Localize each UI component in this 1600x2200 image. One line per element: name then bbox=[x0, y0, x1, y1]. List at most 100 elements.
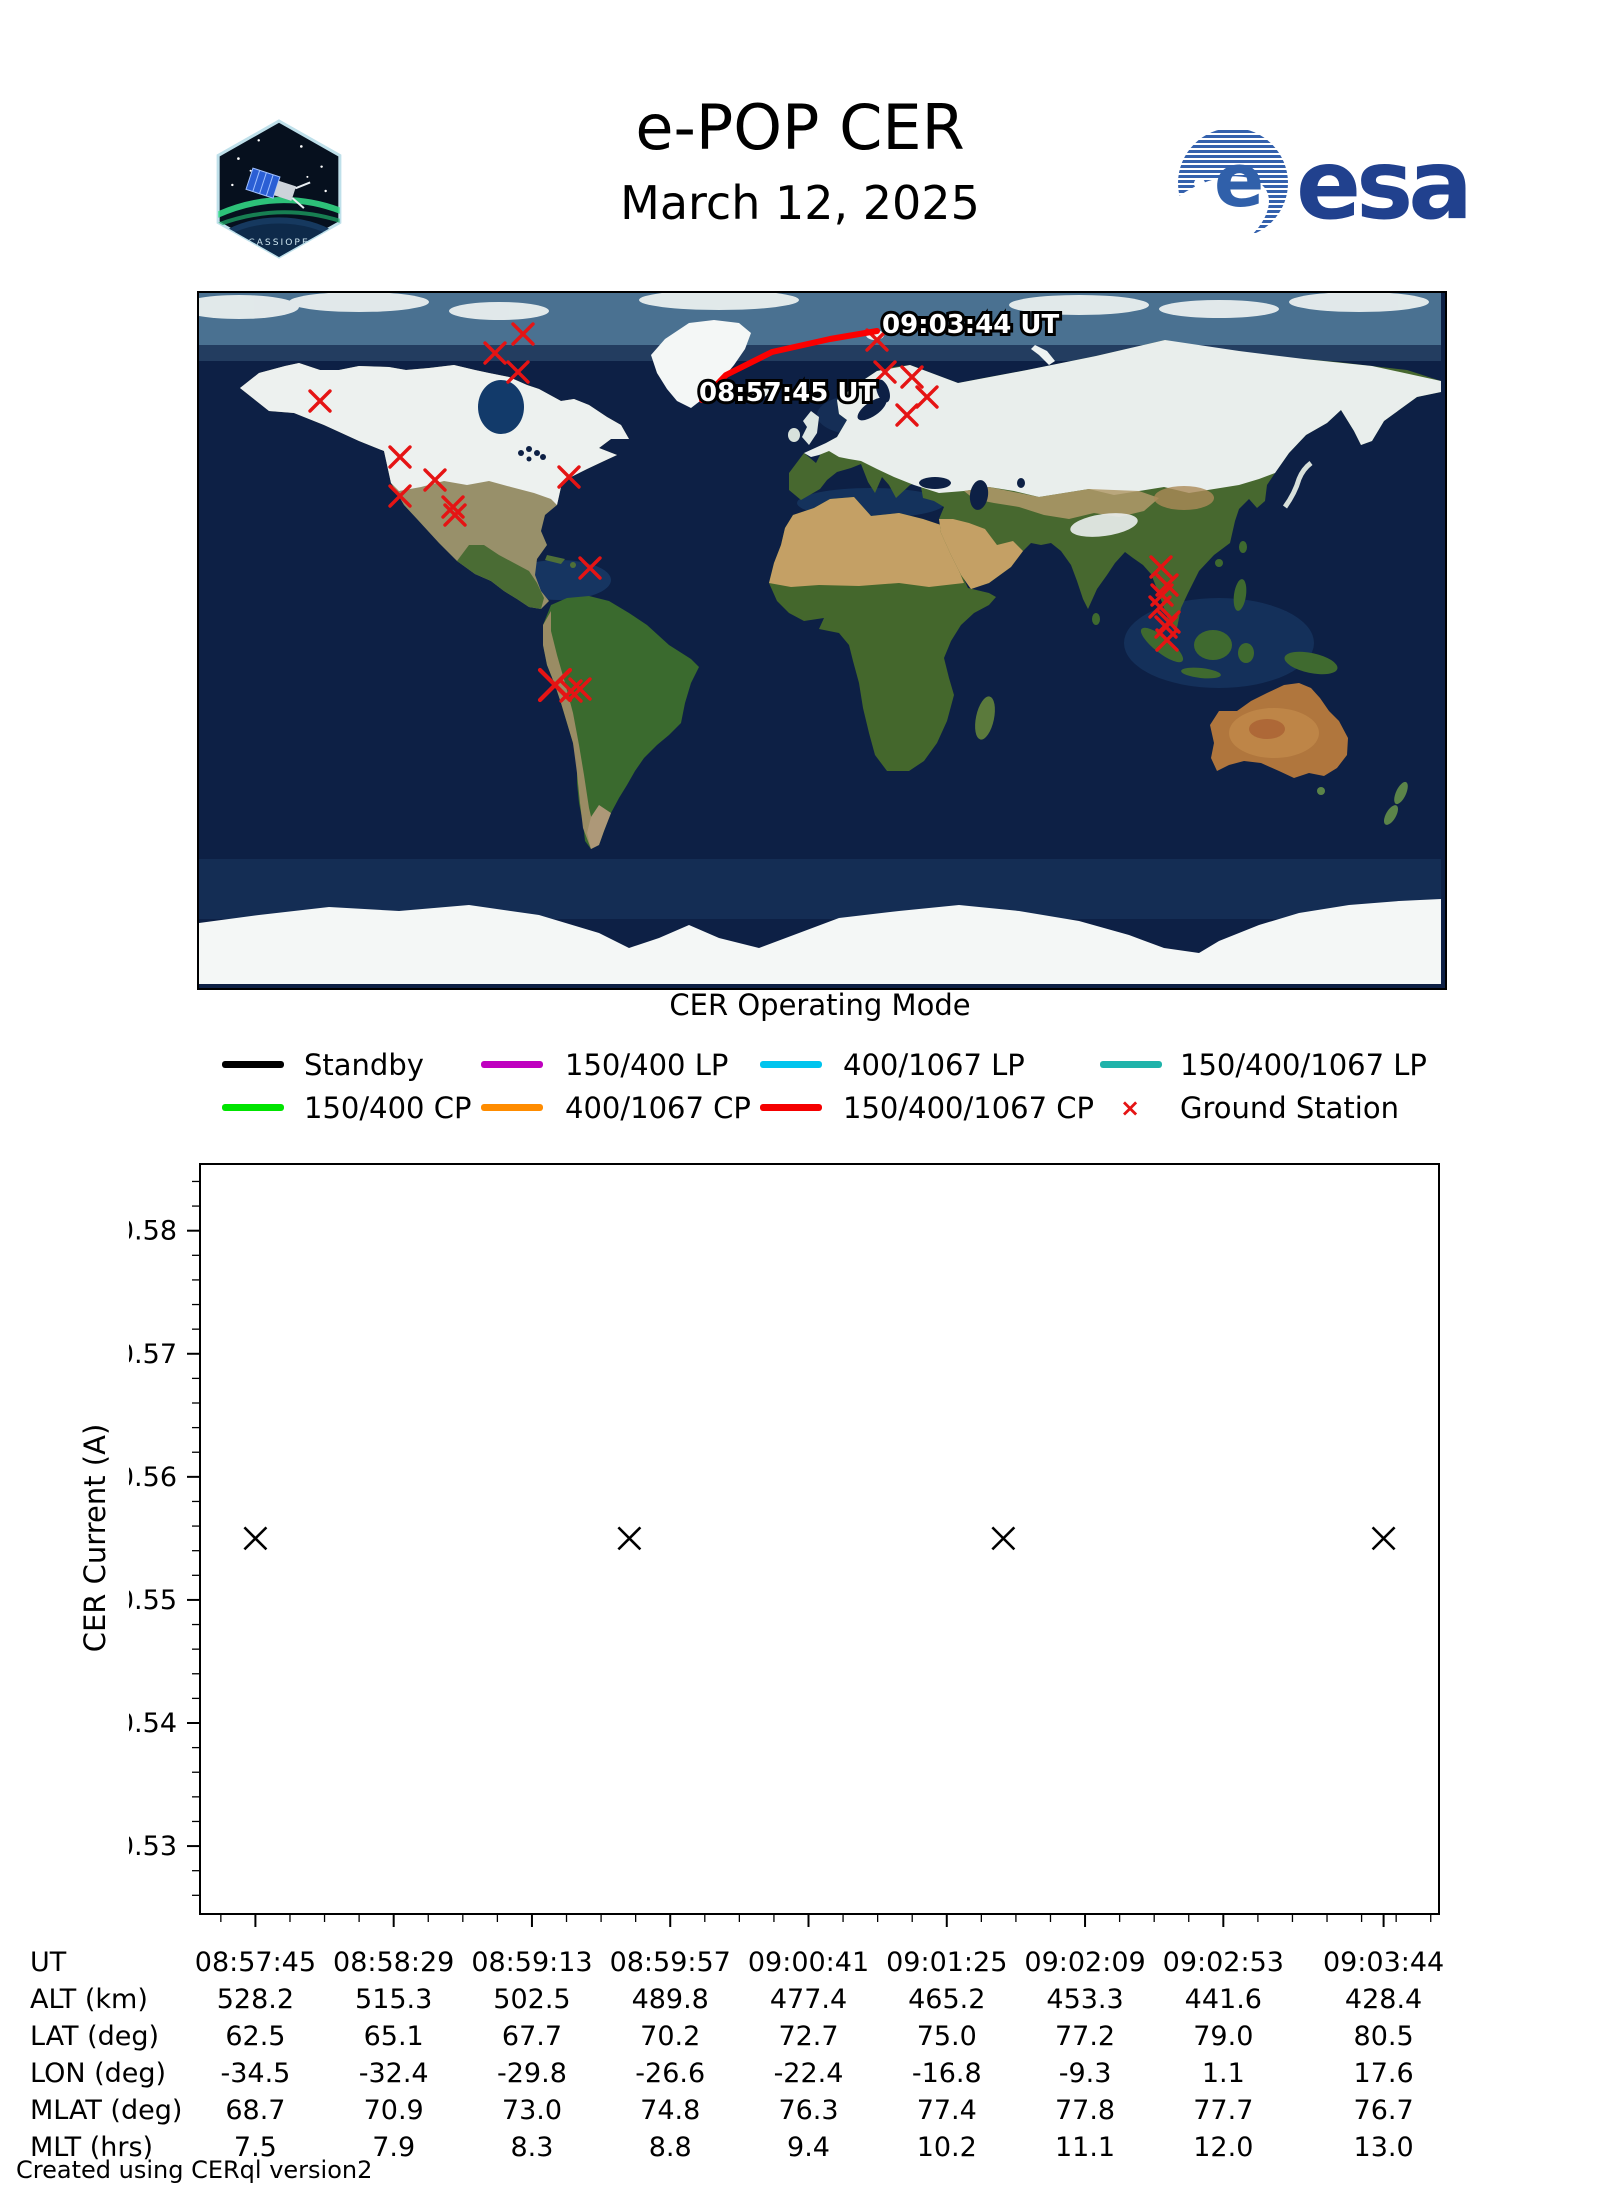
y-tick-label: 0.53 bbox=[129, 1831, 177, 1862]
table-cell: 62.5 bbox=[225, 2021, 286, 2052]
chart-data-point bbox=[991, 1526, 1016, 1551]
greenland bbox=[651, 320, 751, 408]
table-cell: 465.2 bbox=[908, 1984, 986, 2015]
table-cell: 70.2 bbox=[640, 2021, 701, 2052]
ground-station-marker bbox=[511, 322, 535, 346]
ground-stations-layer bbox=[308, 322, 1181, 703]
table-cell: 17.6 bbox=[1353, 2058, 1414, 2089]
table-cell: 72.7 bbox=[778, 2021, 839, 2052]
ground-station-marker bbox=[506, 360, 530, 384]
table-cell: 441.6 bbox=[1184, 1984, 1262, 2015]
ground-station-marker bbox=[557, 465, 581, 489]
legend-line-swatch bbox=[481, 1061, 543, 1068]
cassiope-mission-patch: CASSIOPE bbox=[208, 118, 350, 260]
table-row-label: ALT (km) bbox=[30, 1984, 148, 2015]
ground-station-marker bbox=[1148, 595, 1172, 619]
table-cell: 73.0 bbox=[501, 2095, 563, 2126]
chart-data-point bbox=[617, 1526, 642, 1551]
esa-wordmark: esa bbox=[1296, 129, 1473, 241]
table-cell: -9.3 bbox=[1058, 2058, 1112, 2089]
table-cell: 12.0 bbox=[1193, 2132, 1254, 2163]
ground-station-marker bbox=[443, 503, 467, 527]
table-cell: 77.7 bbox=[1193, 2095, 1254, 2126]
table-cell: 74.8 bbox=[640, 2095, 701, 2126]
legend-line-swatch bbox=[222, 1061, 284, 1068]
legend-item-label: Standby bbox=[304, 1048, 424, 1082]
table-row-label: LON (deg) bbox=[30, 2058, 167, 2089]
table-cell: 75.0 bbox=[916, 2021, 977, 2052]
header-titles: e-POP CER March 12, 2025 bbox=[0, 91, 1600, 230]
table-cell: 477.4 bbox=[769, 1984, 848, 2015]
track-start-time-label: 08:57:45 UT bbox=[699, 378, 877, 408]
esa-emblem-icon: e bbox=[1134, 128, 1288, 285]
legend-item-label: 150/400/1067 CP bbox=[843, 1091, 1095, 1125]
ground-station-marker bbox=[388, 445, 412, 469]
table-cell: 76.3 bbox=[778, 2095, 839, 2126]
table-cell: 489.8 bbox=[631, 1984, 709, 2015]
antarctica bbox=[199, 899, 1441, 984]
ground-station-marker bbox=[895, 403, 919, 427]
ground-station-marker bbox=[423, 468, 447, 492]
track-end-time-label: 09:03:44 UT bbox=[882, 310, 1060, 340]
table-cell: -16.8 bbox=[911, 2058, 982, 2089]
table-cell: 09:03:44 bbox=[1322, 1947, 1445, 1978]
table-cell: 13.0 bbox=[1353, 2132, 1414, 2163]
table-cell: 65.1 bbox=[363, 2021, 424, 2052]
legend-item-label: 150/400/1067 LP bbox=[1180, 1048, 1427, 1082]
table-cell: 77.8 bbox=[1054, 2095, 1116, 2126]
y-tick-label: 0.58 bbox=[129, 1216, 177, 1247]
table-cell: 79.0 bbox=[1193, 2021, 1254, 2052]
legend-item-label: 400/1067 LP bbox=[843, 1048, 1025, 1082]
legend-line-swatch bbox=[222, 1104, 284, 1111]
ground-station-marker bbox=[900, 365, 924, 389]
cassiope-patch-icon: CASSIOPE bbox=[216, 119, 342, 259]
table-cell: -34.5 bbox=[220, 2058, 291, 2089]
table-row-label: LAT (deg) bbox=[30, 2021, 160, 2052]
table-cell: 502.5 bbox=[493, 1984, 571, 2015]
ground-station-marker bbox=[483, 341, 507, 365]
page-title: e-POP CER bbox=[635, 91, 965, 164]
table-cell: 428.4 bbox=[1344, 1984, 1423, 2015]
table-row-label: UT bbox=[30, 1947, 67, 1978]
table-cell: -32.4 bbox=[358, 2058, 429, 2089]
y-tick-label: 0.56 bbox=[129, 1462, 177, 1493]
world-map: 09:03:44 UT 08:57:45 UT bbox=[197, 291, 1447, 990]
table-cell: 08:58:29 bbox=[333, 1947, 455, 1978]
legend-ground-station-icon: × bbox=[1120, 1094, 1141, 1122]
esa-logo: e esa bbox=[1134, 128, 1473, 285]
table-cell: 08:59:13 bbox=[471, 1947, 593, 1978]
satellite-icon bbox=[245, 167, 311, 209]
chart-canvas: 0.53 0.54 0.55 0.56 0.57 0.58 bbox=[129, 1163, 1440, 1927]
table-row-label: MLAT (deg) bbox=[30, 2095, 183, 2126]
cer-current-chart: 0.53 0.54 0.55 0.56 0.57 0.58 bbox=[129, 1163, 1440, 1927]
table-cell: 77.4 bbox=[916, 2095, 977, 2126]
ground-station-marker bbox=[873, 360, 897, 384]
legend-title: CER Operating Mode bbox=[669, 988, 971, 1022]
legend-line-swatch bbox=[760, 1104, 822, 1111]
legend-item-label: 400/1067 CP bbox=[565, 1091, 751, 1125]
table-cell: 09:02:09 bbox=[1024, 1947, 1146, 1978]
y-tick-label: 0.57 bbox=[129, 1339, 177, 1370]
table-row-label: MLT (hrs) bbox=[30, 2132, 154, 2163]
world-map-canvas: 09:03:44 UT 08:57:45 UT bbox=[199, 293, 1441, 984]
ground-station-marker bbox=[578, 556, 602, 580]
page-date: March 12, 2025 bbox=[620, 176, 980, 230]
satellite-track bbox=[699, 328, 880, 403]
table-cell: 7.5 bbox=[233, 2132, 277, 2163]
table-cell: 08:59:57 bbox=[609, 1947, 731, 1978]
footer-credit: Created using CERql version2 bbox=[16, 2156, 373, 2184]
table-cell: 7.9 bbox=[372, 2132, 416, 2163]
chart-data-point bbox=[1371, 1526, 1396, 1551]
legend-item-label: 150/400 LP bbox=[565, 1048, 729, 1082]
ground-station-marker bbox=[915, 385, 939, 409]
table-cell: 68.7 bbox=[225, 2095, 286, 2126]
table-cell: 09:00:41 bbox=[747, 1947, 870, 1978]
y-tick-label: 0.54 bbox=[129, 1708, 177, 1739]
table-cell: 77.2 bbox=[1054, 2021, 1116, 2052]
legend-line-swatch bbox=[481, 1104, 543, 1111]
table-cell: 515.3 bbox=[355, 1984, 433, 2015]
legend-line-swatch bbox=[760, 1061, 822, 1068]
table-cell: 10.2 bbox=[916, 2132, 977, 2163]
table-cell: 1.1 bbox=[1201, 2058, 1245, 2089]
